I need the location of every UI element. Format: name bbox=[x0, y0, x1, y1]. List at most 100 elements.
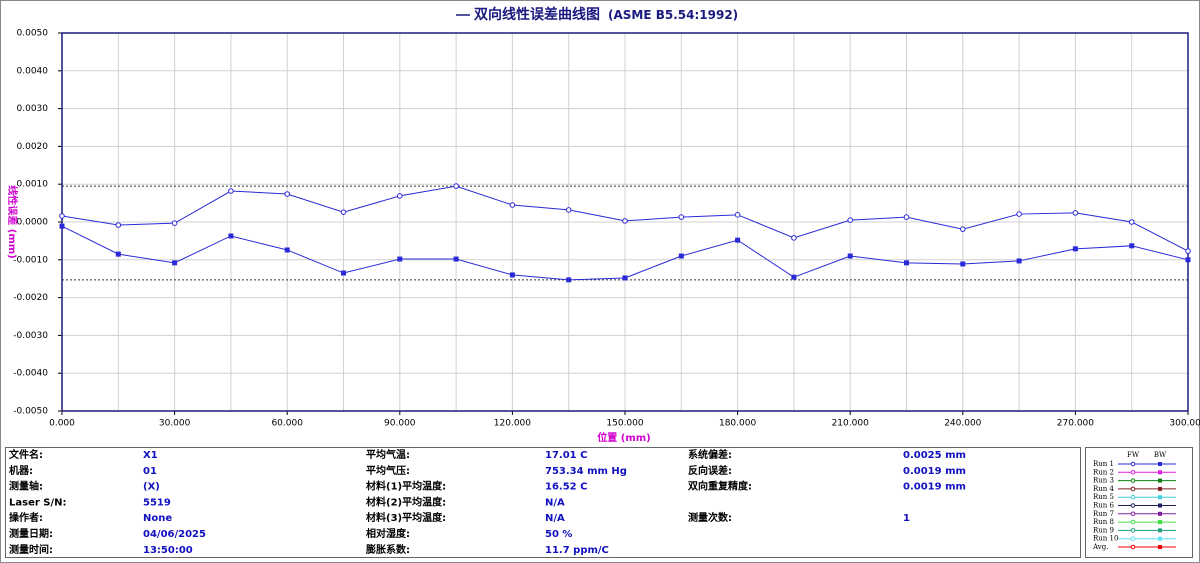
x-axis-label: 位置 (mm) bbox=[597, 431, 650, 444]
y-tick-label: 0.0000 bbox=[17, 218, 49, 228]
x-tick-label: 210.000 bbox=[832, 419, 869, 429]
info-value: 11.7 ppm/C bbox=[545, 545, 609, 556]
legend-marker bbox=[1158, 495, 1162, 500]
point bbox=[284, 247, 290, 253]
point bbox=[678, 214, 685, 220]
point bbox=[1016, 258, 1022, 264]
point bbox=[735, 237, 741, 243]
info-label: 测量日期: bbox=[9, 527, 53, 540]
info-value: 50 % bbox=[545, 529, 572, 540]
legend-marker bbox=[1158, 528, 1162, 533]
point bbox=[341, 270, 346, 276]
legend-label: Run 5 bbox=[1093, 493, 1114, 501]
info-label: 反向误差: bbox=[688, 464, 732, 477]
info-label: 机器: bbox=[9, 464, 33, 477]
info-value: (X) bbox=[143, 482, 160, 493]
legend-marker bbox=[1130, 494, 1136, 500]
point bbox=[622, 218, 628, 224]
info-value: 13:50:00 bbox=[143, 545, 193, 556]
point bbox=[340, 209, 347, 215]
point bbox=[678, 253, 684, 259]
info-label: 材料(3)平均温度: bbox=[366, 511, 446, 524]
legend-label: Run 3 bbox=[1093, 477, 1114, 485]
y-tick-label: -0.0020 bbox=[13, 293, 48, 303]
point bbox=[509, 202, 516, 208]
legend-marker bbox=[1130, 470, 1136, 475]
info-label: 相对湿度: bbox=[366, 527, 410, 540]
y-tick-label: 0.0050 bbox=[17, 29, 49, 39]
info-value: 04/06/2025 bbox=[143, 529, 206, 540]
info-value: 753.34 mm Hg bbox=[545, 466, 627, 477]
legend-marker bbox=[1130, 544, 1136, 550]
legend-box bbox=[1085, 447, 1193, 558]
legend-label: Run 7 bbox=[1093, 510, 1114, 518]
info-value: 5519 bbox=[143, 497, 171, 508]
info-label: 膨胀系数: bbox=[366, 543, 410, 556]
point bbox=[59, 223, 65, 229]
legend-marker bbox=[1130, 503, 1136, 508]
point bbox=[1185, 248, 1191, 254]
legend-header: BW bbox=[1154, 451, 1167, 459]
legend-marker bbox=[1130, 486, 1136, 492]
x-tick-label: 180.000 bbox=[719, 419, 756, 429]
point bbox=[115, 251, 121, 257]
legend-marker bbox=[1158, 462, 1162, 466]
x-tick-label: 270.000 bbox=[1057, 419, 1094, 429]
info-label: Laser S/N: bbox=[9, 497, 67, 508]
point bbox=[59, 213, 65, 219]
point bbox=[904, 260, 909, 266]
y-tick-label: 0.0020 bbox=[17, 142, 49, 152]
point bbox=[228, 233, 234, 239]
info-value: None bbox=[143, 513, 172, 524]
x-tick-label: 300.000 bbox=[1169, 419, 1200, 429]
legend-marker bbox=[1130, 528, 1136, 533]
point bbox=[172, 260, 178, 266]
title-main: 双向线性误差曲线图 bbox=[474, 6, 600, 23]
point bbox=[397, 256, 403, 262]
point bbox=[1072, 210, 1079, 216]
legend-marker bbox=[1130, 478, 1136, 483]
y-tick-label: -0.0010 bbox=[13, 255, 48, 265]
point bbox=[566, 277, 572, 283]
chart-title: 双向线性误差曲线图 (ASME B5.54:1992) bbox=[474, 6, 738, 23]
point bbox=[1185, 257, 1191, 263]
point bbox=[1016, 211, 1022, 217]
point bbox=[847, 253, 853, 259]
x-tick-label: 0.000 bbox=[49, 419, 75, 429]
info-value: 0.0019 mm bbox=[903, 482, 966, 493]
legend-marker bbox=[1130, 536, 1136, 542]
x-tick-label: 120.000 bbox=[494, 419, 531, 429]
point bbox=[453, 256, 459, 262]
info-value: X1 bbox=[143, 450, 158, 461]
legend-marker bbox=[1158, 536, 1162, 541]
legend-header: FW bbox=[1127, 451, 1140, 459]
info-label: 文件名: bbox=[9, 448, 43, 461]
legend-label: Run 6 bbox=[1093, 502, 1115, 510]
point bbox=[960, 226, 966, 232]
y-tick-label: 0.0040 bbox=[17, 66, 49, 76]
point bbox=[397, 193, 403, 199]
info-label: 测量时间: bbox=[9, 543, 53, 556]
legend-marker bbox=[1158, 470, 1162, 475]
legend-label: Run 10 bbox=[1093, 535, 1118, 543]
info-value: N/A bbox=[545, 513, 565, 524]
x-tick-label: 30.000 bbox=[159, 419, 191, 429]
info-label: 平均气压: bbox=[366, 464, 410, 477]
legend-label: Run 4 bbox=[1093, 485, 1115, 493]
legend-marker bbox=[1130, 511, 1136, 517]
point bbox=[903, 214, 910, 220]
info-value: 0.0019 mm bbox=[903, 466, 966, 477]
y-tick-label: -0.0030 bbox=[13, 331, 48, 341]
point bbox=[847, 217, 854, 223]
legend-marker bbox=[1158, 486, 1162, 491]
info-value: 16.52 C bbox=[545, 482, 587, 493]
legend-marker bbox=[1158, 478, 1162, 483]
info-label: 操作者: bbox=[9, 511, 43, 524]
x-tick-label: 240.000 bbox=[944, 419, 981, 429]
point bbox=[453, 183, 459, 189]
info-value: N/A bbox=[545, 497, 565, 508]
legend-marker bbox=[1130, 519, 1136, 525]
legend-marker bbox=[1158, 503, 1162, 508]
point bbox=[1128, 219, 1135, 225]
